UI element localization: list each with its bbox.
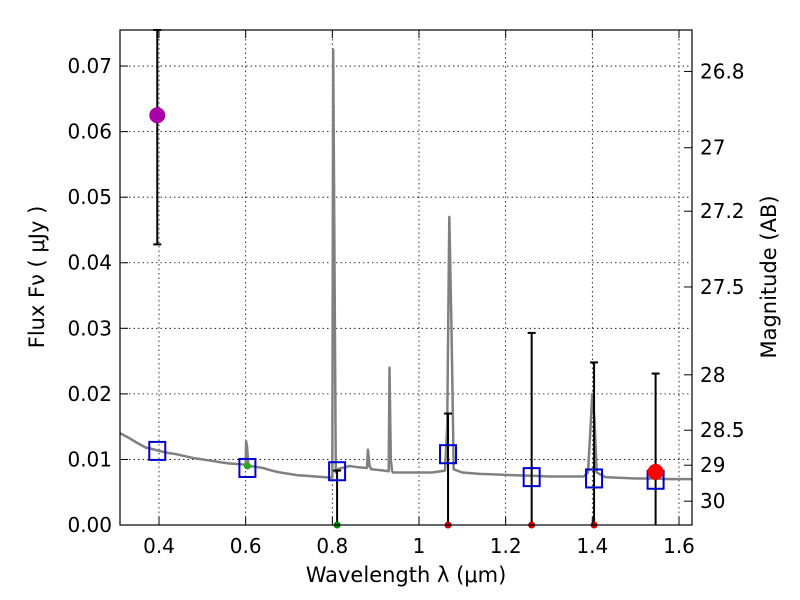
y-tick-label: 0.05	[67, 185, 112, 209]
error-bars	[153, 29, 660, 525]
y-tick-label: 0.00	[67, 513, 112, 537]
y-tick-label: 0.06	[67, 120, 112, 144]
spectrum-line	[119, 48, 692, 481]
observed-point	[149, 107, 166, 124]
model-square	[238, 457, 257, 478]
x-axis-label: Wavelength λ (μm)	[306, 563, 507, 587]
right-axis-label: Magnitude (AB)	[757, 195, 781, 358]
x-tick-label: 1.2	[490, 534, 522, 558]
y-tick-label: 0.02	[67, 382, 112, 406]
spectrum-layer	[119, 48, 692, 481]
y-tick-label: 0.04	[67, 251, 112, 275]
x-tick-label: 0.4	[143, 534, 175, 558]
observed-point	[647, 463, 664, 480]
model-square	[522, 467, 541, 488]
right-tick-label: 28.5	[700, 418, 745, 442]
model-square	[328, 461, 347, 482]
right-tick-label: 27.2	[700, 199, 745, 223]
right-tick-label: 26.8	[700, 59, 745, 83]
right-tick-label: 27	[700, 136, 725, 160]
y-tick-label: 0.07	[67, 54, 112, 78]
right-tick-label: 30	[700, 489, 725, 513]
plot-frame	[119, 29, 693, 526]
right-tick-label: 29	[700, 453, 725, 477]
y-axis-label: Flux Fν ( μJy )	[25, 206, 49, 349]
x-tick-label: 1	[413, 534, 426, 558]
x-tick-label: 1.4	[576, 534, 608, 558]
grid	[120, 30, 692, 526]
model-square	[439, 444, 458, 465]
x-tick-label: 0.8	[316, 534, 348, 558]
model-square	[148, 440, 167, 461]
model-square	[585, 468, 604, 489]
markers	[148, 107, 665, 529]
right-tick-label: 27.5	[700, 275, 745, 299]
axes: 0.4 0.6 0.8 1 1.2 1.4 1.6 0.00 0.01 0.02 0.03 0.04 0…	[67, 29, 745, 558]
y-tick-label: 0.03	[67, 316, 112, 340]
observed-point	[243, 462, 251, 470]
x-tick-label: 0.6	[230, 534, 262, 558]
right-tick-label: 28	[700, 363, 725, 387]
y-tick-label: 0.01	[67, 447, 112, 471]
x-tick-label: 1.6	[663, 534, 695, 558]
